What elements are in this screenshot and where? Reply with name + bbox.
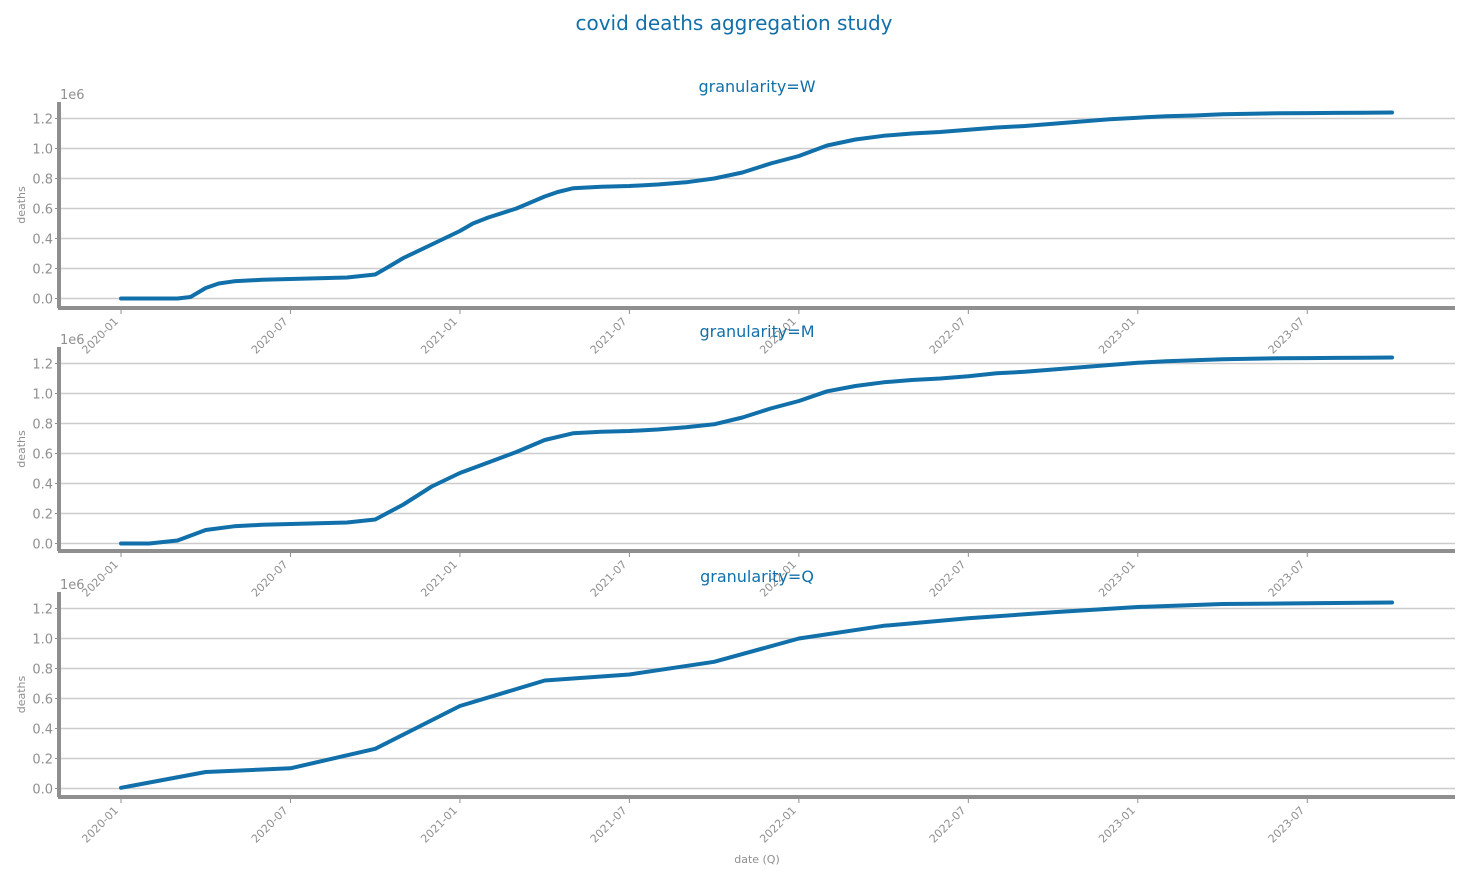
y-axis-label: deaths bbox=[15, 675, 28, 713]
y-tick-label: 0.2 bbox=[32, 263, 53, 278]
y-tick-label: 1.2 bbox=[32, 358, 53, 373]
series-line bbox=[119, 355, 1394, 546]
x-tick-label: 2023-07 bbox=[1266, 804, 1308, 846]
x-tick-label: 2021-01 bbox=[418, 315, 460, 357]
y-axis-label: deaths bbox=[15, 186, 28, 224]
x-tick-label: 2020-01 bbox=[79, 558, 121, 600]
x-axis-label: date (Q) bbox=[734, 853, 780, 866]
y-tick-label: 0.8 bbox=[32, 173, 53, 188]
panel-title: granularity=Q bbox=[700, 567, 814, 586]
y-tick-label: 1.2 bbox=[32, 113, 53, 128]
y-tick-label: 0.0 bbox=[32, 293, 53, 308]
x-tick-label: 2021-07 bbox=[588, 804, 630, 846]
figure-title: covid deaths aggregation study bbox=[575, 11, 892, 35]
x-tick-label: 2023-01 bbox=[1096, 315, 1138, 357]
series-line bbox=[119, 110, 1394, 301]
x-tick-label: 2023-01 bbox=[1096, 804, 1138, 846]
y-tick-label: 0.6 bbox=[32, 693, 53, 708]
y-offset-label: 1e6 bbox=[60, 88, 85, 103]
y-offset-label: 1e6 bbox=[60, 578, 85, 593]
panel-title: granularity=M bbox=[699, 322, 814, 341]
x-tick-label: 2020-07 bbox=[249, 315, 291, 357]
x-tick-label: 2022-07 bbox=[927, 315, 969, 357]
y-tick-label: 1.0 bbox=[32, 143, 53, 158]
x-tick-label: 2021-07 bbox=[588, 315, 630, 357]
y-tick-label: 0.6 bbox=[32, 203, 53, 218]
x-tick-label: 2021-01 bbox=[418, 558, 460, 600]
x-tick-label: 2020-07 bbox=[249, 558, 291, 600]
y-tick-label: 0.2 bbox=[32, 753, 53, 768]
x-tick-label: 2020-01 bbox=[79, 804, 121, 846]
x-tick-label: 2022-07 bbox=[927, 804, 969, 846]
x-tick-label: 2022-07 bbox=[927, 558, 969, 600]
y-tick-label: 0.4 bbox=[32, 233, 53, 248]
y-tick-label: 0.8 bbox=[32, 663, 53, 678]
y-tick-label: 0.4 bbox=[32, 723, 53, 738]
x-tick-label: 2023-07 bbox=[1266, 315, 1308, 357]
x-tick-label: 2023-01 bbox=[1096, 558, 1138, 600]
x-tick-label: 2022-01 bbox=[757, 804, 799, 846]
y-offset-label: 1e6 bbox=[60, 333, 85, 348]
series-line bbox=[119, 600, 1394, 790]
y-tick-label: 0.0 bbox=[32, 783, 53, 798]
x-tick-label: 2020-07 bbox=[249, 804, 291, 846]
x-tick-label: 2020-01 bbox=[79, 315, 121, 357]
panel-title: granularity=W bbox=[698, 77, 815, 96]
x-tick-label: 2023-07 bbox=[1266, 558, 1308, 600]
y-tick-label: 1.2 bbox=[32, 603, 53, 618]
y-tick-label: 0.0 bbox=[32, 538, 53, 553]
y-tick-label: 0.8 bbox=[32, 418, 53, 433]
y-tick-label: 0.2 bbox=[32, 508, 53, 523]
y-tick-label: 0.6 bbox=[32, 448, 53, 463]
x-tick-label: 2021-01 bbox=[418, 804, 460, 846]
panel-3: 0.0 0.2 0.4 0.6 0.8 1.0 1.2 1e6 2020-01 2020-07 20… bbox=[15, 567, 1455, 866]
y-tick-label: 1.0 bbox=[32, 388, 53, 403]
y-tick-label: 1.0 bbox=[32, 633, 53, 648]
x-tick-label: 2021-07 bbox=[588, 558, 630, 600]
y-tick-label: 0.4 bbox=[32, 478, 53, 493]
y-axis-label: deaths bbox=[15, 430, 28, 468]
